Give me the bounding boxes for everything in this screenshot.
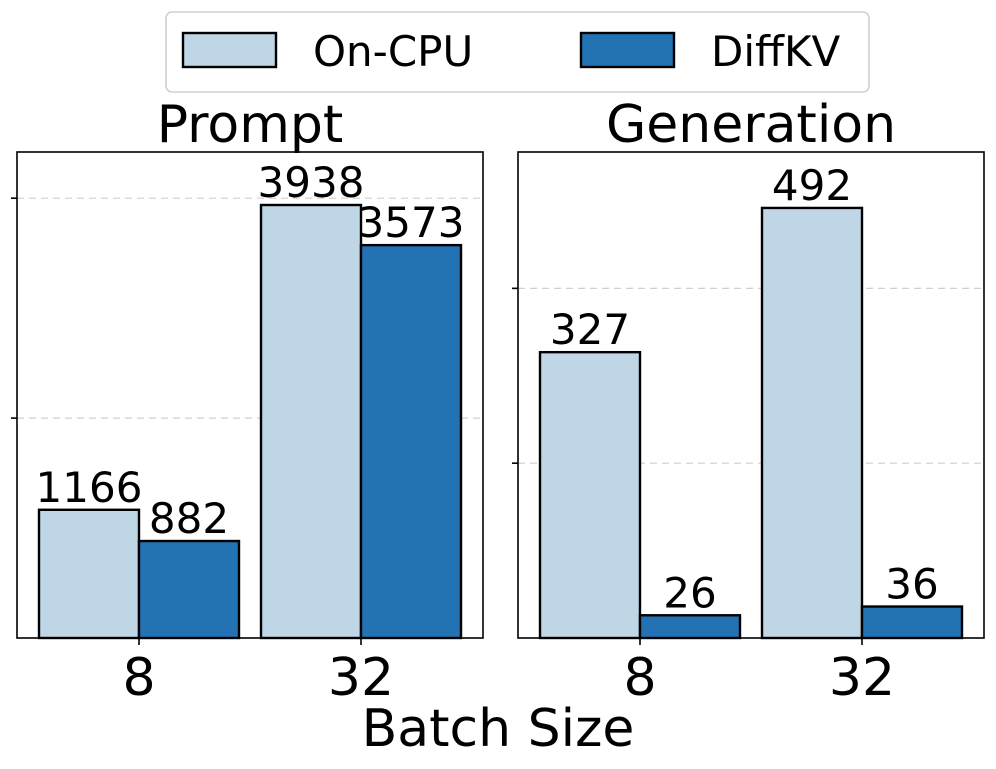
data-label-generation-diffkv-8: 26 (663, 568, 716, 617)
legend-label-on-cpu: On-CPU (313, 27, 473, 76)
data-label-prompt-diffkv-8: 882 (149, 494, 229, 543)
bar-generation-diffkv-32 (860, 605, 964, 640)
x-tick-label-8: 8 (623, 648, 656, 708)
x-tick-label-32: 32 (328, 648, 394, 708)
bar-prompt-diffkv-32 (359, 243, 463, 640)
data-label-generation-on-cpu-8: 327 (550, 305, 630, 354)
legend-swatch-on-cpu (181, 31, 278, 69)
data-label-generation-on-cpu-32: 492 (772, 161, 852, 210)
data-label-prompt-diffkv-32: 3573 (358, 198, 465, 247)
legend-label-diffkv: DiffKV (711, 27, 840, 76)
data-label-prompt-on-cpu-32: 3938 (258, 158, 365, 207)
data-label-generation-diffkv-32: 36 (885, 560, 938, 609)
bar-generation-on-cpu-8 (538, 350, 642, 640)
axes-frame (517, 151, 985, 639)
x-axis-label: Batch Size (362, 699, 635, 759)
bar-prompt-on-cpu-32 (259, 203, 363, 640)
panel-title-prompt: Prompt (157, 95, 344, 155)
legend-swatch-diffkv (579, 31, 676, 69)
x-tick-label-32: 32 (829, 648, 895, 708)
panel-title-generation: Generation (606, 95, 896, 155)
data-label-prompt-on-cpu-8: 1166 (36, 463, 143, 512)
legend-frame (165, 11, 870, 93)
bar-generation-diffkv-8 (638, 614, 742, 640)
bar-generation-on-cpu-32 (760, 206, 864, 640)
bar-prompt-on-cpu-8 (37, 508, 141, 640)
bar-prompt-diffkv-8 (137, 539, 241, 640)
axes-frame (16, 151, 484, 639)
x-tick-label-8: 8 (122, 648, 155, 708)
legend: On-CPU DiffKV (165, 11, 870, 93)
panel-generation: 327 268 492 36 32 Generation (512, 95, 985, 708)
